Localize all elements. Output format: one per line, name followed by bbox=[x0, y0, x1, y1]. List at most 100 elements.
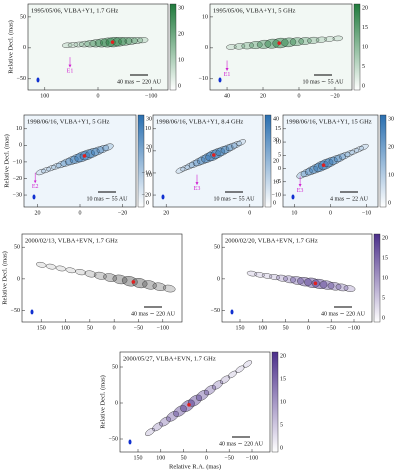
component-label: E1 bbox=[224, 72, 231, 78]
y-tick-label: 50 bbox=[14, 245, 20, 251]
contour bbox=[236, 139, 246, 146]
colorbar-tick-label: 0 bbox=[388, 200, 391, 206]
core-marker bbox=[131, 280, 136, 284]
colorbar bbox=[271, 351, 279, 453]
colorbar bbox=[353, 3, 361, 91]
component-label: E3 bbox=[194, 186, 201, 192]
contour bbox=[332, 35, 343, 42]
colorbar-tick-label: 10 bbox=[178, 57, 184, 63]
colorbar-tick-label: 15 bbox=[362, 25, 368, 31]
x-tick-label: 20 bbox=[34, 210, 40, 216]
y-tick-label: 10 bbox=[275, 139, 281, 145]
y-tick-label: −20 bbox=[13, 176, 22, 182]
panel: 2000/05/27, VLBA+EVN, 1.7 GHz 40 mas ∼ 22… bbox=[99, 351, 286, 470]
contour bbox=[118, 37, 133, 46]
y-tick-label: 0 bbox=[115, 400, 118, 406]
colorbar bbox=[137, 114, 145, 208]
contour bbox=[319, 280, 335, 290]
contour bbox=[241, 42, 254, 50]
y-tick-label: 10 bbox=[145, 126, 151, 132]
x-tick-label: 0 bbox=[307, 325, 310, 331]
colorbar-tick-label: 10 bbox=[146, 172, 152, 178]
core-marker bbox=[321, 163, 326, 167]
x-tick-label: 0 bbox=[297, 93, 300, 99]
colorbar-tick-label: 0 bbox=[178, 83, 181, 89]
panel: 1995/05/06, VLBA+Y1, 1.7 GHz E1 40 mas ∼ 2… bbox=[7, 3, 184, 99]
y-tick-label: −20 bbox=[142, 192, 151, 198]
contour bbox=[242, 360, 253, 368]
x-tick-label: 0 bbox=[329, 210, 332, 216]
beam bbox=[36, 77, 40, 83]
scale-bar-label: 10 mas ∼ 55 AU bbox=[302, 79, 344, 85]
panel-title: 1995/05/06, VLBA+Y1, 1.7 GHz bbox=[31, 7, 118, 14]
x-tick-label: 40 bbox=[224, 93, 230, 99]
colorbar-tick-label: 0 bbox=[273, 200, 276, 206]
contour bbox=[184, 162, 196, 170]
contour bbox=[78, 40, 91, 48]
panel-title: 2000/05/27, VLBA+EVN, 1.7 GHz bbox=[123, 355, 216, 362]
colorbar-tick-label: 20 bbox=[280, 353, 286, 359]
contour bbox=[112, 274, 128, 285]
colorbar-tick-label: 20 bbox=[146, 144, 152, 150]
contour bbox=[256, 39, 272, 49]
x-tick-label: −50 bbox=[134, 325, 143, 331]
y-tick-label: −50 bbox=[17, 76, 26, 82]
x-tick-label: 100 bbox=[61, 325, 70, 331]
y-tick-label: −50 bbox=[211, 308, 220, 314]
y-tick-label: 0 bbox=[217, 276, 220, 282]
contour bbox=[304, 165, 319, 176]
contour bbox=[349, 148, 360, 155]
y-tick-label: −10 bbox=[199, 76, 208, 82]
scale-bar-label: 40 mas ∼ 220 AU bbox=[131, 311, 176, 317]
contour bbox=[269, 274, 280, 281]
contour bbox=[35, 168, 46, 176]
contour bbox=[89, 39, 104, 48]
y-tick-label: 0 bbox=[205, 45, 208, 51]
panel-title: 1995/05/06, VLBA+Y1, 5 GHz bbox=[213, 7, 296, 14]
colorbar-tick-label: 15 bbox=[382, 255, 388, 261]
x-tick-label: 100 bbox=[258, 325, 267, 331]
colorbar-tick-label: 20 bbox=[362, 5, 368, 11]
y-tick-label: 50 bbox=[20, 14, 26, 20]
colorbar-tick-label: 30 bbox=[273, 137, 279, 143]
beam bbox=[128, 439, 132, 445]
y-tick-label: 50 bbox=[112, 364, 118, 370]
core-marker bbox=[313, 281, 318, 286]
component-label: E3 bbox=[297, 188, 304, 194]
beam bbox=[30, 309, 34, 315]
contour bbox=[162, 284, 176, 293]
x-tick-label: 10 bbox=[291, 210, 297, 216]
x-tick-label: −100 bbox=[157, 325, 169, 331]
contour bbox=[196, 389, 209, 401]
colorbar bbox=[264, 114, 272, 208]
panel: 2000/02/20, VLBA+EVN, 1.7 GHz 40 mas ∼ 22… bbox=[211, 233, 388, 331]
contour bbox=[354, 146, 364, 153]
contour bbox=[219, 375, 231, 384]
contour bbox=[137, 37, 149, 44]
x-tick-label: 0 bbox=[248, 210, 251, 216]
y-tick-label: −5 bbox=[275, 179, 281, 185]
panel-title: 2000/02/20, VLBA+EVN, 1.7 GHz bbox=[225, 237, 318, 244]
colorbar-tick-label: 20 bbox=[382, 235, 388, 241]
colorbar bbox=[373, 233, 381, 323]
y-tick-label: −10 bbox=[142, 170, 151, 176]
contour bbox=[55, 160, 68, 169]
scale-bar-label: 10 mas ∼ 55 AU bbox=[213, 196, 255, 202]
y-tick-label: 10 bbox=[16, 126, 22, 132]
colorbar-tick-label: 5 bbox=[362, 64, 365, 70]
colorbar-tick-label: 30 bbox=[178, 5, 184, 11]
panel: 1998/06/16, VLBA+Y1, 15 GHz E3 4 mas ∼ 22 … bbox=[272, 114, 394, 216]
contour bbox=[333, 153, 347, 163]
beam bbox=[161, 194, 165, 200]
colorbar bbox=[169, 3, 177, 91]
colorbar-tick-label: 0 bbox=[146, 200, 149, 206]
colorbar-tick-label: 10 bbox=[362, 44, 368, 50]
contour bbox=[315, 36, 327, 43]
contour bbox=[145, 427, 155, 437]
panel-frame bbox=[152, 114, 264, 208]
contour bbox=[65, 267, 76, 274]
contour bbox=[84, 270, 97, 278]
y-tick-label: 0 bbox=[278, 166, 281, 172]
contour bbox=[192, 157, 206, 167]
